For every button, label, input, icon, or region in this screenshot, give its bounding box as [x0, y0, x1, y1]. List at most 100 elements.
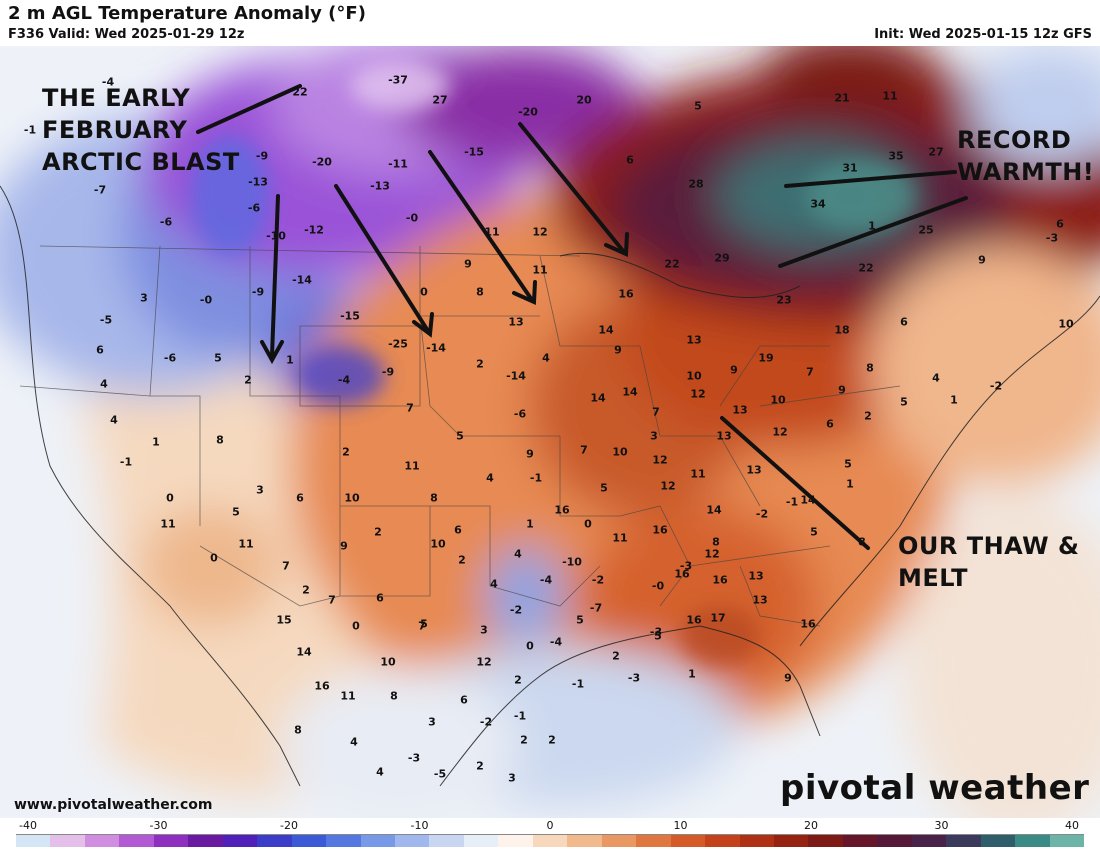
anomaly-value-label: 17: [710, 611, 726, 625]
anomaly-value-label: 35: [888, 149, 904, 163]
colorbar-swatch: [980, 835, 1016, 847]
anomaly-value-label: 28: [688, 177, 704, 191]
anomaly-value-label: 11: [238, 537, 254, 551]
anomaly-value-label: 6: [296, 491, 304, 505]
anomaly-value-label: 18: [834, 323, 850, 337]
anomaly-value-label: 2: [342, 445, 350, 459]
anomaly-value-label: 10: [686, 369, 702, 383]
anomaly-value-label: 4: [490, 577, 498, 591]
anomaly-value-label: -14: [426, 341, 446, 355]
anomaly-value-label: 9: [978, 253, 986, 267]
anomaly-value-label: 6: [454, 523, 462, 537]
anomaly-value-label: 5: [810, 525, 818, 539]
anomaly-value-label: 6: [1056, 217, 1064, 231]
anomaly-value-label: -1: [529, 471, 543, 485]
anomaly-value-label: 0: [420, 285, 428, 299]
anomaly-value-label: 20: [576, 93, 592, 107]
anomaly-value-label: 6: [376, 591, 384, 605]
anomaly-value-label: -9: [381, 365, 395, 379]
anomaly-value-label: 0: [584, 517, 592, 531]
anomaly-value-label: -2: [755, 507, 769, 521]
colorbar-tick-label: 0: [546, 819, 554, 832]
anomaly-value-label: 22: [858, 261, 874, 275]
anomaly-value-label: 16: [686, 613, 702, 627]
anomaly-value-label: 11: [484, 225, 500, 239]
anomaly-value-label: 10: [770, 393, 786, 407]
anomaly-value-label: 1: [868, 219, 876, 233]
anomaly-value-label: 14: [622, 385, 638, 399]
anomaly-value-label: 4: [110, 413, 118, 427]
anomaly-value-label: 22: [292, 85, 308, 99]
anomaly-value-label: -5: [99, 313, 113, 327]
colorbar-swatch: [188, 835, 223, 847]
website-link[interactable]: www.pivotalweather.com: [14, 797, 213, 813]
anomaly-value-label: -14: [506, 369, 526, 383]
anomaly-value-label: 23: [776, 293, 792, 307]
anomaly-value-label: 10: [1058, 317, 1074, 331]
annotation-record-warmth-text: RECORD WARMTH!: [957, 124, 1094, 188]
anomaly-value-label: -2: [479, 715, 493, 729]
anomaly-value-label: 16: [800, 617, 816, 631]
anomaly-value-label: 3: [650, 429, 658, 443]
colorbar-swatch: [50, 835, 85, 847]
anomaly-value-label: 14: [296, 645, 312, 659]
anomaly-value-label: 6: [460, 693, 468, 707]
anomaly-value-label: 19: [758, 351, 774, 365]
colorbar-tick-label: -30: [149, 819, 168, 832]
anomaly-value-label: 7: [406, 401, 414, 415]
anomaly-value-label: -3: [627, 671, 641, 685]
anomaly-value-label: 11: [404, 459, 420, 473]
map-title: 2 m AGL Temperature Anomaly (°F): [8, 3, 366, 24]
annotation-record-warmth: RECORD WARMTH!: [957, 124, 1094, 188]
anomaly-value-label: 7: [328, 593, 336, 607]
anomaly-value-label: 11: [340, 689, 356, 703]
anomaly-value-label: 4: [932, 371, 940, 385]
anomaly-value-label: 10: [430, 537, 446, 551]
anomaly-value-label: 13: [732, 403, 748, 417]
anomaly-value-label: -4: [337, 373, 351, 387]
anomaly-value-label: -3: [649, 625, 663, 639]
anomaly-value-label: -15: [340, 309, 360, 323]
anomaly-value-label: -6: [159, 215, 173, 229]
anomaly-value-label: 14: [590, 391, 606, 405]
anomaly-value-label: -0: [405, 211, 419, 225]
anomaly-value-label: 27: [432, 93, 448, 107]
anomaly-value-label: 3: [428, 715, 436, 729]
anomaly-value-label: 5: [900, 395, 908, 409]
anomaly-value-label: 2: [302, 583, 310, 597]
anomaly-value-label: -2: [989, 379, 1003, 393]
anomaly-value-label: 34: [810, 197, 826, 211]
colorbar-swatch: [911, 835, 947, 847]
colorbar-tick-label: 10: [673, 819, 688, 832]
anomaly-value-label: 1: [846, 477, 854, 491]
anomaly-value-label: 25: [918, 223, 934, 237]
anomaly-value-label: -7: [93, 183, 107, 197]
colorbar-swatch: [84, 835, 120, 847]
anomaly-value-label: 4: [350, 735, 358, 749]
anomaly-value-label: -25: [388, 337, 408, 351]
anomaly-value-label: -11: [388, 157, 408, 171]
colorbar-tick-label: 20: [804, 819, 818, 832]
annotation-line: OUR THAW &: [898, 532, 1080, 560]
anomaly-value-label: -9: [251, 285, 265, 299]
annotation-line: MELT: [898, 564, 968, 592]
anomaly-value-label: 9: [464, 257, 472, 271]
anomaly-value-label: 3: [256, 483, 264, 497]
anomaly-value-label: -1: [785, 495, 799, 509]
anomaly-value-label: -3: [1045, 231, 1059, 245]
anomaly-value-label: -0: [199, 293, 213, 307]
anomaly-value-label: 7: [580, 443, 588, 457]
anomaly-value-label: 1: [688, 667, 696, 681]
colorbar-swatch: [16, 835, 51, 847]
anomaly-value-label: 0: [210, 551, 218, 565]
anomaly-value-label: 16: [554, 503, 570, 517]
anomaly-value-label: 9: [526, 447, 534, 461]
annotation-thaw-melt: OUR THAW & MELT: [898, 530, 1079, 594]
anomaly-value-label: -6: [247, 201, 261, 215]
anomaly-value-label: 16: [712, 573, 728, 587]
annotation-line: FEBRUARY: [42, 116, 188, 144]
colorbar-swatch: [1049, 835, 1085, 847]
colorbar-swatch: [808, 835, 843, 847]
anomaly-value-label: -4: [539, 573, 553, 587]
anomaly-value-label: 5: [600, 481, 608, 495]
